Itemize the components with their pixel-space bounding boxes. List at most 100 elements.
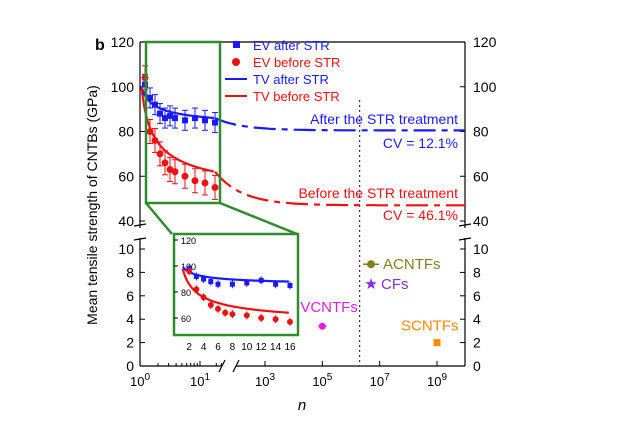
- before-str-curve-extension: [214, 171, 465, 207]
- ev-after-str-point: [167, 112, 173, 119]
- x-tick-label: 107: [370, 372, 390, 389]
- ev-after-str-point: [172, 115, 178, 122]
- y-tick-label-right: 40: [473, 213, 489, 229]
- y-tick-label-right: 100: [473, 79, 497, 95]
- y-tick-label: 2: [126, 335, 134, 351]
- inset-frame: [172, 232, 300, 337]
- annotation-text: After the STR treatment: [310, 111, 458, 127]
- legend-square-marker: [233, 41, 240, 48]
- ev-before-str-point: [201, 179, 209, 187]
- inset-x-tick-label: 4: [201, 342, 207, 353]
- ev-after-str-point: [152, 101, 158, 108]
- y-tick-label-right: 0: [473, 358, 481, 374]
- y-tick-label-right: 2: [473, 335, 481, 351]
- acntfs-point: [367, 260, 376, 269]
- x-tick-label: 101: [190, 372, 210, 389]
- panel-label: b: [95, 37, 105, 54]
- y-tick-label-right: 60: [473, 168, 489, 184]
- x-tick-label: 105: [312, 372, 332, 389]
- ev-before-str-point: [146, 128, 154, 135]
- scntfs-label: SCNTFs: [401, 318, 459, 335]
- legend-label: TV after STR: [253, 72, 329, 87]
- ev-after-str-point: [147, 94, 153, 101]
- y-tick-label-right: 80: [473, 124, 489, 140]
- inset-y-tick-label: 80: [181, 288, 191, 298]
- inset-ev-after-point: [193, 273, 199, 279]
- zoom-connector: [145, 202, 173, 235]
- y-break-mark: [458, 237, 472, 241]
- zoom-box: [144, 40, 222, 205]
- y-tick-label-right: 10: [473, 241, 489, 257]
- ev-after-str-point: [192, 115, 198, 122]
- ev-after-str-point: [212, 119, 218, 126]
- ev-before-str-point: [191, 177, 199, 185]
- y-tick-label-right: 120: [473, 34, 497, 50]
- ev-before-str-point: [171, 168, 179, 176]
- ev-after-str-point: [157, 110, 163, 117]
- legend-label: EV after STR: [253, 38, 330, 53]
- ev-after-str-point: [202, 117, 208, 124]
- y-tick-label: 80: [118, 124, 134, 140]
- inset-ev-before-point: [186, 268, 193, 275]
- y-break-mark: [458, 223, 472, 227]
- y-tick-label: 4: [126, 311, 134, 327]
- ev-before-str-point: [161, 159, 169, 167]
- inset-ev-after-point: [208, 279, 214, 285]
- x-tick-label: 100: [130, 372, 150, 389]
- inset-ev-before-point: [200, 294, 207, 301]
- inset-before-fit-curve: [181, 268, 289, 314]
- ev-after-str-point: [182, 117, 188, 124]
- y-tick-label-right: 8: [473, 264, 481, 280]
- inset-ev-after-point: [287, 283, 293, 288]
- ev-before-str-point: [211, 183, 219, 191]
- y-tick-label-right: 4: [473, 311, 481, 327]
- annotation-text: CV = 46.1%: [383, 207, 458, 223]
- x-tick-label: 109: [427, 372, 447, 389]
- inset-ev-after-point: [273, 281, 279, 287]
- inset-ev-before-point: [207, 302, 214, 308]
- y-tick-label-right: 6: [473, 288, 481, 304]
- cfs-label: CFs: [381, 276, 409, 293]
- inset-x-tick-label: 10: [241, 342, 253, 353]
- y-break-mark: [133, 223, 147, 227]
- y-tick-label: 60: [118, 168, 134, 184]
- y-tick-label: 120: [111, 34, 135, 50]
- inset-x-tick-label: 12: [256, 342, 268, 353]
- y-tick-label: 6: [126, 288, 134, 304]
- annotation-text: CV = 12.1%: [383, 135, 458, 151]
- inset-ev-after-point: [244, 280, 250, 286]
- legend-label: TV before STR: [253, 89, 340, 104]
- inset-ev-before-point: [258, 315, 265, 321]
- inset-ev-before-point: [193, 286, 200, 293]
- inset-ev-before-point: [222, 309, 229, 316]
- ev-before-str-point: [181, 172, 189, 180]
- zoom-connector: [219, 201, 298, 236]
- inset-ev-before-point: [215, 305, 221, 312]
- legend-label: EV before STR: [253, 55, 340, 70]
- inset-ev-after-point: [201, 276, 207, 282]
- x-axis-label: n: [298, 397, 306, 414]
- ev-after-str-point: [162, 115, 168, 122]
- inset-ev-before-point: [229, 311, 236, 318]
- y-tick-label: 40: [118, 213, 134, 229]
- inset-x-tick-label: 16: [284, 342, 296, 353]
- y-tick-label: 10: [118, 241, 134, 257]
- cfs-star-marker: [365, 278, 377, 289]
- inset-ev-after-point: [215, 281, 221, 287]
- inset-x-tick-label: 14: [270, 342, 282, 353]
- inset-y-tick-label: 60: [181, 314, 191, 324]
- ev-before-str-point: [151, 136, 159, 144]
- inset-ev-before-point: [243, 312, 250, 319]
- x-tick-label: 103: [255, 372, 275, 389]
- inset-y-tick-label: 120: [181, 236, 196, 246]
- inset-ev-before-point: [287, 318, 293, 325]
- y-tick-label: 0: [126, 358, 134, 374]
- inset-x-tick-label: 8: [230, 342, 236, 353]
- x-break-mark: [232, 359, 240, 373]
- y-tick-label: 8: [126, 264, 134, 280]
- y-tick-label: 100: [111, 79, 135, 95]
- ev-before-str-point: [156, 150, 164, 158]
- x-break-mark: [218, 359, 226, 373]
- inset-after-fit-curve: [181, 266, 289, 283]
